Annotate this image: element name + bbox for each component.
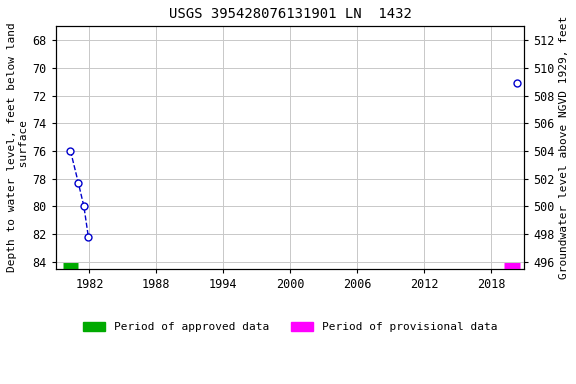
Y-axis label: Groundwater level above NGVD 1929, feet: Groundwater level above NGVD 1929, feet <box>559 16 569 279</box>
Y-axis label: Depth to water level, feet below land
 surface: Depth to water level, feet below land su… <box>7 23 29 272</box>
Legend: Period of approved data, Period of provisional data: Period of approved data, Period of provi… <box>78 318 502 337</box>
Title: USGS 395428076131901 LN  1432: USGS 395428076131901 LN 1432 <box>169 7 412 21</box>
